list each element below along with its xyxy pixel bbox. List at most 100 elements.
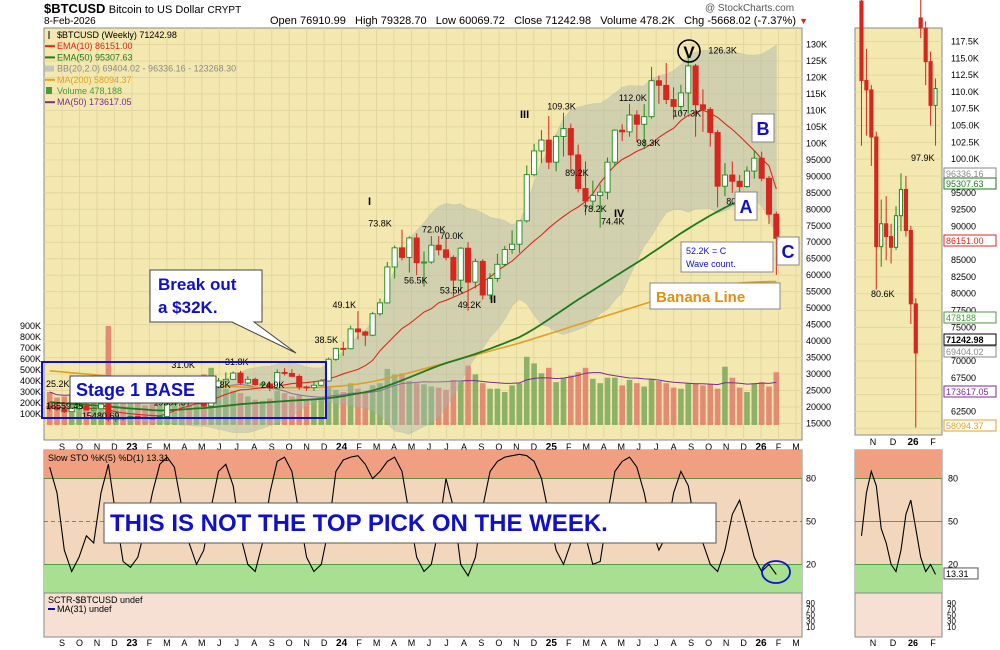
sctr-time-tick-label: O [705,638,712,648]
volume-bar [289,396,295,425]
zoom-candle-body [928,61,933,106]
volume-bar [355,388,361,425]
price-axis-tick-label: 130K [806,39,827,49]
zoom-axis-tick-label: 92500 [951,205,976,215]
price-point-label: 15480.69 [82,411,120,421]
time-axis-tick-label: D [531,442,538,452]
volume-axis-tick-label: 800K [20,332,41,342]
candle-body [692,65,699,106]
right-value-box [943,234,997,247]
volume-bar [670,387,677,425]
zoom-axis-tick-label: 70000 [951,356,976,366]
price-axis-tick-label: 115K [806,89,826,99]
volume-bar [259,400,266,425]
candle-body [61,408,68,413]
time-axis-tick-label: M [583,442,591,452]
break-out-label: Break out [158,275,237,294]
candle-body [465,247,472,283]
sctr-time-tick-label: 26 [755,638,767,649]
candle-body [677,92,684,107]
candle-body [707,108,714,133]
sctr-time-tick-label: J [427,638,432,648]
volume-bar [678,388,684,425]
banana-line-label: Banana Line [656,289,745,306]
candle-body [222,378,229,382]
time-axis-tick-label: O [286,442,293,452]
candle-body [773,213,780,239]
volume-axis-tick-label: 600K [20,354,41,364]
wave-note-box [680,241,774,273]
time-axis-tick-label: 25 [546,442,558,453]
candle-body [406,237,413,258]
time-axis-tick-label: N [723,442,730,452]
price-axis-tick-label: 95000 [806,155,831,165]
price-axis-tick-label: 25000 [806,386,831,396]
time-axis-tick-label: O [495,442,502,452]
time-axis-tick-label: A [461,442,467,452]
candle-body [626,114,633,133]
volume-bar [531,363,537,425]
right-value-label: 58094.37 [946,421,984,431]
stoch-title: Slow STO %K(5) %D(1) 13.31 [48,453,169,463]
volume-bar [619,385,625,425]
price-point-label: 24.8K [207,380,231,390]
sctr-time-tick-label: A [461,638,467,648]
candle-body [648,80,655,118]
time-axis-tick-label: A [601,442,607,452]
volume-bar [582,367,589,425]
zoom-sctr-time-tick-label: 26 [908,638,918,648]
volume-axis-tick-label: 400K [20,376,41,386]
zoom-candle-body [859,0,864,81]
volume-bar [560,377,567,425]
time-axis-tick-label: S [269,442,275,452]
candle-body [347,328,354,350]
legend-bar-swatch [46,87,52,94]
zoom-time-tick-label: N [870,437,877,447]
sctr-time-tick-label: 25 [546,638,558,649]
sctr-time-tick-label: F [356,638,362,648]
zoom-stoch-level-label: 80 [948,474,958,484]
zoom-stoch-overbought [855,450,942,479]
legend-entry: Volume 478,188 [57,86,122,96]
sctr-time-tick-label: J [654,638,659,648]
sctr-level-label: 70 [806,605,815,614]
volume-bar [597,383,603,425]
candle-body [545,139,552,163]
zoom-price-label: 97.9K [911,153,935,163]
candle-body [765,177,773,215]
sctr-time-tick-label: F [566,638,572,648]
price-point-label: 72.0K [422,225,446,235]
legend-entry: MA(200) 58094.37 [57,75,132,85]
volume-bar [443,389,449,425]
sctr-time-tick-label: A [671,638,677,648]
sctr-time-tick-label: N [723,638,730,648]
time-axis-tick-label: N [94,442,101,452]
price-point-label: 24.9K [261,380,285,390]
change-value: Chg -5668.02 (-7.37%) [684,15,796,27]
time-axis-tick-label: D [321,442,328,452]
candle-body [274,371,281,389]
legend-entry: EMA(50) 95307.63 [57,52,133,62]
open-value: Open 76910.99 [270,15,346,27]
volume-bar [450,379,457,425]
volume-bar [303,400,310,425]
zoom-axis-tick-label: 107.5K [951,104,980,114]
time-axis-tick-label: S [478,442,484,452]
candle-body [743,170,750,187]
candle-body [68,407,75,413]
right-value-box [943,419,997,432]
volume-bar [311,399,317,425]
volume-bar [773,372,780,425]
volume-bar [707,384,714,425]
price-axis-tick-label: 30000 [806,369,831,379]
zoom-candle-body [869,89,874,138]
candle-body [288,372,295,377]
high-value: High 79328.70 [355,15,427,27]
break-out-label: a $32K. [158,298,218,317]
sctr-time-tick-label: O [495,638,502,648]
zoom-candle-body [903,188,908,231]
sctr-time-tick-label: S [688,638,694,648]
right-value-label: 173617.05 [946,387,989,397]
time-axis-tick-label: M [408,442,416,452]
legend-entry: MA(50) 173617.05 [57,97,132,107]
